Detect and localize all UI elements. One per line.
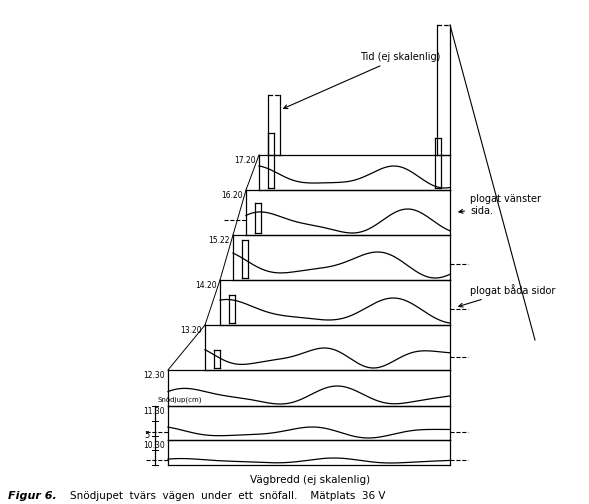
Text: Snödjup(cm): Snödjup(cm) bbox=[157, 397, 201, 403]
Text: plogat båda sidor: plogat båda sidor bbox=[459, 284, 555, 307]
Text: 16.20: 16.20 bbox=[221, 191, 243, 200]
Text: 5: 5 bbox=[145, 431, 150, 440]
Text: 15.22: 15.22 bbox=[209, 236, 230, 245]
Text: 17.20: 17.20 bbox=[234, 156, 256, 165]
Text: 14.20: 14.20 bbox=[196, 281, 217, 290]
Text: Vägbredd (ej skalenlig): Vägbredd (ej skalenlig) bbox=[250, 475, 370, 485]
Text: Figur 6.: Figur 6. bbox=[8, 491, 57, 501]
Text: 13.20: 13.20 bbox=[180, 326, 202, 335]
Text: 10.30: 10.30 bbox=[143, 441, 165, 450]
Text: Snödjupet  tvärs  vägen  under  ett  snöfall.    Mätplats  36 V: Snödjupet tvärs vägen under ett snöfall.… bbox=[70, 491, 385, 501]
Text: 12.30: 12.30 bbox=[143, 371, 165, 380]
Text: Tid (ej skalenlig): Tid (ej skalenlig) bbox=[284, 52, 441, 108]
Text: plogat vänster
sida.: plogat vänster sida. bbox=[459, 194, 541, 216]
Text: 11.30: 11.30 bbox=[143, 407, 165, 416]
